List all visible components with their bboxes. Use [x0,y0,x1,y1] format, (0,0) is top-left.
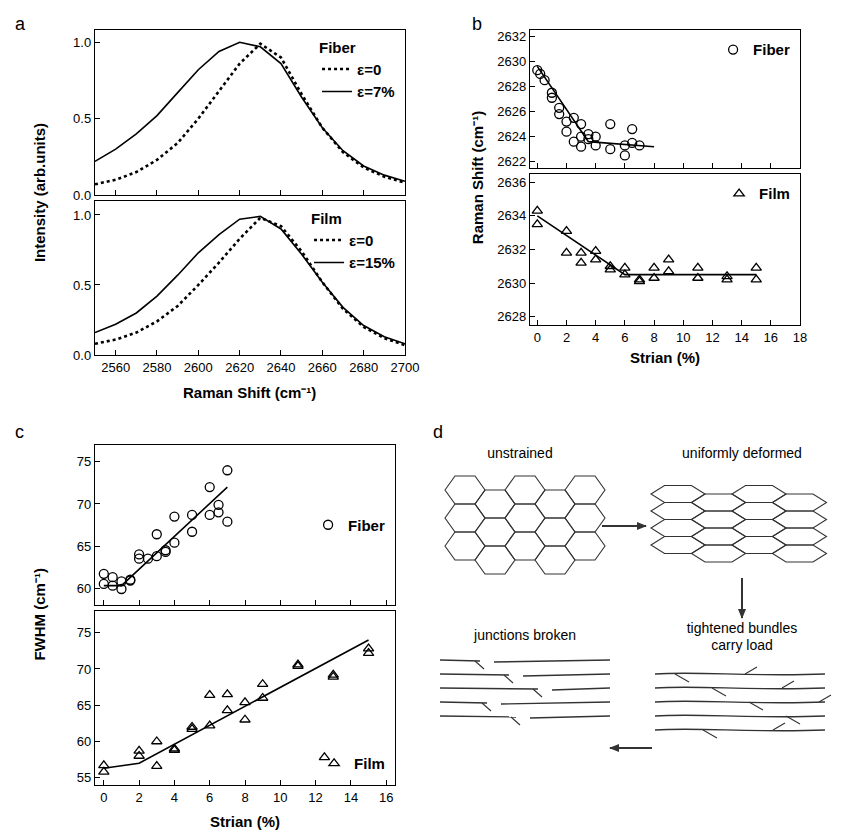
svg-text:2624: 2624 [497,129,526,144]
svg-text:2600: 2600 [184,360,213,375]
svg-text:2640: 2640 [267,360,296,375]
svg-text:junctions broken: junctions broken [473,627,576,643]
svg-text:0: 0 [534,330,541,345]
svg-text:2580: 2580 [143,360,172,375]
svg-text:Strian (%): Strian (%) [630,349,700,366]
svg-text:2: 2 [135,790,142,805]
svg-text:70: 70 [77,497,91,512]
svg-text:70: 70 [77,662,91,677]
svg-text:2628: 2628 [497,309,526,324]
svg-text:18: 18 [793,330,807,345]
svg-text:2660: 2660 [308,360,337,375]
svg-text:Strian (%): Strian (%) [210,813,280,830]
svg-text:Film: Film [354,755,385,772]
svg-text:unstrained: unstrained [487,445,552,461]
svg-text:0.5: 0.5 [73,278,91,293]
svg-text:4: 4 [592,330,599,345]
svg-text:b: b [472,14,482,34]
svg-text:2626: 2626 [497,104,526,119]
svg-text:Fiber: Fiber [348,517,385,534]
svg-text:6: 6 [206,790,213,805]
svg-text:carry load: carry load [711,637,772,653]
svg-text:Fiber: Fiber [319,39,356,56]
svg-text:ε=0: ε=0 [357,61,381,78]
svg-text:14: 14 [344,790,358,805]
svg-text:2632: 2632 [497,29,526,44]
svg-text:1.0: 1.0 [73,208,91,223]
svg-text:2636: 2636 [497,175,526,190]
svg-text:8: 8 [241,790,248,805]
svg-text:Film: Film [759,185,790,202]
svg-text:2634: 2634 [497,208,526,223]
svg-text:75: 75 [77,454,91,469]
svg-text:16: 16 [379,790,393,805]
svg-text:2620: 2620 [225,360,254,375]
svg-text:a: a [15,14,26,34]
svg-text:0.0: 0.0 [73,188,91,203]
svg-text:2560: 2560 [101,360,130,375]
svg-text:c: c [15,422,24,442]
svg-text:1.0: 1.0 [73,35,91,50]
svg-text:65: 65 [77,698,91,713]
svg-text:FWHM (cm⁻¹): FWHM (cm⁻¹) [31,568,48,660]
svg-text:60: 60 [77,734,91,749]
svg-text:2: 2 [563,330,570,345]
svg-text:2630: 2630 [497,276,526,291]
svg-text:75: 75 [77,625,91,640]
svg-text:55: 55 [77,770,91,785]
svg-text:Intensity (arb.units): Intensity (arb.units) [31,123,48,262]
svg-text:ε=7%: ε=7% [357,83,395,100]
svg-text:2632: 2632 [497,242,526,257]
svg-text:65: 65 [77,539,91,554]
svg-text:Raman Shift (cm⁻¹): Raman Shift (cm⁻¹) [183,384,316,401]
svg-text:60: 60 [77,581,91,596]
svg-text:2622: 2622 [497,154,526,169]
svg-text:12: 12 [705,330,719,345]
svg-text:2630: 2630 [497,54,526,69]
svg-text:Fiber: Fiber [753,41,790,58]
svg-text:14: 14 [734,330,748,345]
svg-text:8: 8 [650,330,657,345]
svg-text:2628: 2628 [497,79,526,94]
svg-text:10: 10 [273,790,287,805]
svg-text:6: 6 [621,330,628,345]
svg-text:ε=0: ε=0 [349,232,373,249]
svg-text:0: 0 [100,790,107,805]
svg-text:d: d [433,422,443,442]
svg-text:2680: 2680 [349,360,378,375]
svg-text:16: 16 [764,330,778,345]
svg-text:Raman Shift (cm⁻¹): Raman Shift (cm⁻¹) [469,111,486,244]
svg-text:10: 10 [676,330,690,345]
svg-text:4: 4 [171,790,178,805]
svg-text:Film: Film [311,210,342,227]
svg-text:uniformly deformed: uniformly deformed [682,445,802,461]
svg-text:ε=15%: ε=15% [349,254,395,271]
svg-text:tightened bundles: tightened bundles [687,620,798,636]
svg-text:12: 12 [308,790,322,805]
svg-text:2700: 2700 [391,360,420,375]
svg-text:0.5: 0.5 [73,111,91,126]
svg-text:0.0: 0.0 [73,348,91,363]
